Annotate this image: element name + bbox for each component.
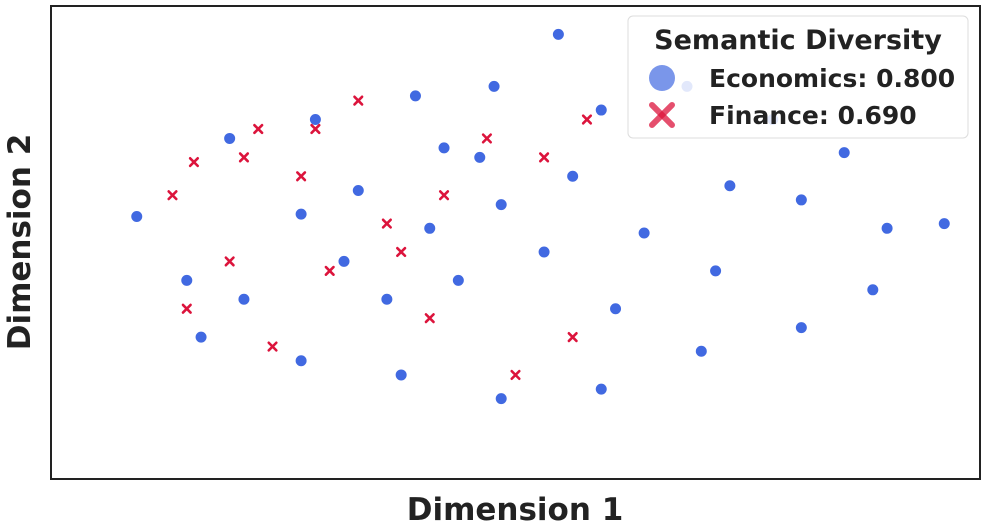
finance-point-12 xyxy=(238,152,250,163)
finance-point-14 xyxy=(581,114,593,125)
legend-label-finance: Finance: 0.690 xyxy=(709,101,917,130)
series-finance xyxy=(167,95,593,381)
economics-point-7 xyxy=(566,169,580,183)
finance-point-10 xyxy=(267,341,278,352)
finance-point-0 xyxy=(167,190,178,201)
economics-point-25 xyxy=(594,382,608,396)
legend-title: Semantic Diversity xyxy=(654,25,942,56)
economics-point-11 xyxy=(880,221,894,235)
economics-point-10 xyxy=(794,193,808,207)
legend: Semantic Diversity Economics: 0.800 Fina… xyxy=(627,15,969,139)
economics-point-16 xyxy=(487,79,501,93)
economics-point-8 xyxy=(637,226,651,240)
finance-point-11 xyxy=(181,303,192,314)
economics-point-22 xyxy=(294,354,308,368)
economics-point-28 xyxy=(866,283,880,297)
finance-point-15 xyxy=(438,190,450,201)
finance-point-9 xyxy=(481,133,493,144)
economics-point-37 xyxy=(437,141,451,155)
economics-point-34 xyxy=(473,150,487,164)
economics-point-14 xyxy=(308,113,322,127)
economics-point-23 xyxy=(394,368,408,382)
economics-point-13 xyxy=(223,131,237,145)
series-economics xyxy=(130,27,951,406)
economics-point-20 xyxy=(837,146,851,160)
finance-point-1 xyxy=(188,156,200,168)
economics-point-32 xyxy=(380,292,394,306)
finance-point-17 xyxy=(510,369,521,381)
legend-marker-economics xyxy=(649,65,675,91)
legend-marker-finance xyxy=(649,102,675,128)
economics-point-15 xyxy=(408,89,422,103)
finance-point-3 xyxy=(253,123,264,135)
economics-point-36 xyxy=(551,27,565,41)
economics-point-2 xyxy=(237,292,251,306)
economics-point-33 xyxy=(723,179,737,193)
finance-point-2 xyxy=(224,256,235,267)
economics-point-35 xyxy=(337,254,351,268)
finance-point-5 xyxy=(324,265,335,276)
economics-point-12 xyxy=(937,217,951,231)
finance-point-18 xyxy=(538,152,550,163)
finance-point-8 xyxy=(424,313,435,324)
economics-point-31 xyxy=(609,302,623,316)
economics-point-27 xyxy=(794,321,808,335)
economics-point-26 xyxy=(694,344,708,358)
economics-point-0 xyxy=(130,209,144,223)
economics-point-21 xyxy=(194,330,208,344)
economics-point-1 xyxy=(180,273,194,287)
economics-point-17 xyxy=(594,103,608,117)
series-layer xyxy=(130,27,951,406)
economics-point-3 xyxy=(294,207,308,221)
finance-point-6 xyxy=(353,95,364,106)
legend-label-economics: Economics: 0.800 xyxy=(709,64,955,93)
economics-point-29 xyxy=(451,273,465,287)
economics-point-24 xyxy=(494,392,508,406)
y-axis-title: Dimension 2 xyxy=(2,134,38,351)
finance-point-16 xyxy=(567,331,578,343)
finance-point-7 xyxy=(381,218,392,229)
economics-point-30 xyxy=(537,245,551,259)
finance-point-13 xyxy=(310,123,321,135)
legend-box xyxy=(627,15,969,139)
finance-point-4 xyxy=(296,171,307,182)
economics-point-9 xyxy=(709,264,723,278)
economics-point-6 xyxy=(494,198,508,212)
economics-point-4 xyxy=(351,183,365,197)
finance-point-19 xyxy=(396,246,407,258)
economics-point-5 xyxy=(423,221,437,235)
x-axis-title: Dimension 1 xyxy=(407,492,624,528)
